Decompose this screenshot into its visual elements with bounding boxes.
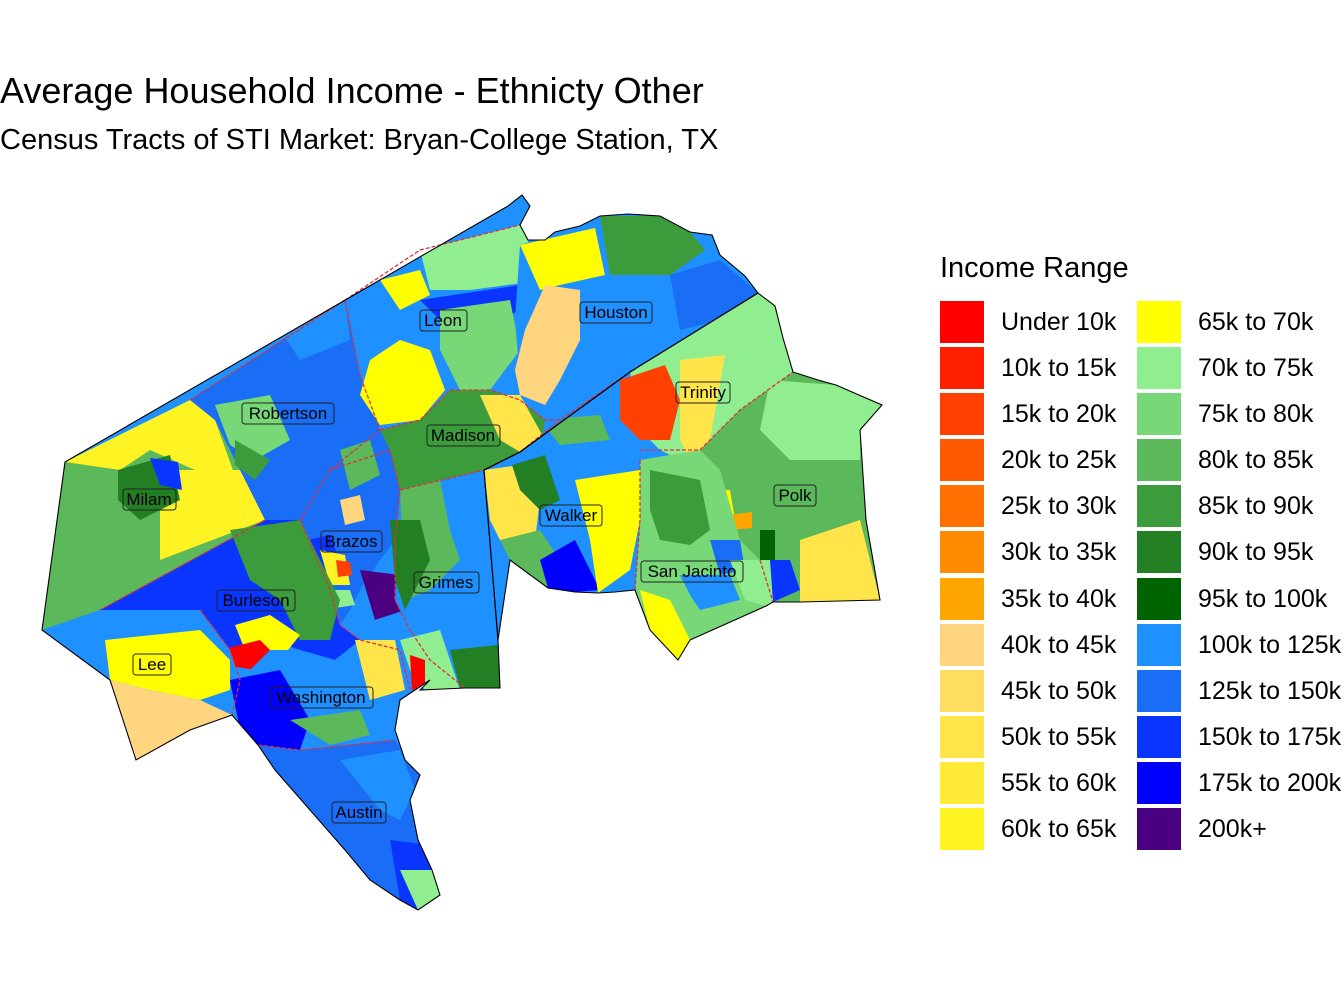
legend-label: 125k to 150k [1198,676,1342,705]
svg-text:Madison: Madison [431,426,495,445]
county-label-polk: Polk [773,484,817,507]
svg-text:Leon: Leon [424,311,462,330]
county-label-brazos: Brazos [320,530,383,553]
legend-label: 200k+ [1198,815,1267,844]
legend-swatch [1137,761,1181,804]
svg-text:Lee: Lee [138,655,166,674]
svg-text:Brazos: Brazos [325,532,378,551]
legend-swatch [940,577,984,620]
county-label-leon: Leon [419,309,468,332]
legend-title: Income Range [940,252,1129,284]
legend-swatch [940,761,984,804]
legend-label: 20k to 25k [1001,446,1117,475]
legend-swatch [940,393,984,436]
legend-label: 75k to 80k [1198,400,1314,429]
svg-text:Austin: Austin [335,803,382,822]
svg-text:Grimes: Grimes [419,573,474,592]
choropleth-map: Leon Houston Robertson Madison Trinity M… [41,194,883,911]
legend-swatch [1137,347,1181,390]
svg-text:Houston: Houston [584,303,647,322]
legend-label: 90k to 95k [1198,538,1314,567]
legend-label: 45k to 50k [1001,676,1117,705]
legend-swatch [1137,808,1181,851]
svg-text:Burleson: Burleson [222,591,289,610]
legend-swatch [940,347,984,390]
legend-label: 95k to 100k [1198,584,1328,613]
legend-swatch [940,715,984,758]
legend-swatch [1137,439,1181,482]
legend-label: 100k to 125k [1198,630,1342,659]
legend-label: 55k to 60k [1001,768,1117,797]
legend-swatch [940,669,984,712]
legend-label: 10k to 15k [1001,354,1117,383]
svg-text:Walker: Walker [545,506,598,525]
legend-label: 25k to 30k [1001,492,1117,521]
county-label-trinity: Trinity [675,381,731,404]
map-title: Average Household Income - Ethnicty Othe… [0,70,704,111]
county-label-burleson: Burleson [216,589,296,612]
legend-label: 175k to 200k [1198,768,1342,797]
legend-swatch [1137,669,1181,712]
legend-label: 40k to 45k [1001,630,1117,659]
county-label-walker: Walker [539,504,603,527]
svg-text:Washington: Washington [276,688,365,707]
county-label-houston: Houston [579,301,653,324]
county-label-milam: Milam [122,488,177,511]
svg-text:San Jacinto: San Jacinto [648,562,737,581]
legend-label: 80k to 85k [1198,446,1314,475]
svg-text:Milam: Milam [126,490,171,509]
legend-swatch [1137,715,1181,758]
legend-label: Under 10k [1001,308,1117,336]
legend-swatch [1137,623,1181,666]
svg-text:Polk: Polk [778,486,812,505]
county-label-san-jacinto: San Jacinto [640,560,744,583]
legend-label: 50k to 55k [1001,722,1117,751]
legend-swatch [1137,577,1181,620]
legend-swatch [1137,485,1181,528]
legend-label: 15k to 20k [1001,400,1117,429]
legend-swatch [940,531,984,574]
legend-swatch [1137,393,1181,436]
county-label-austin: Austin [331,801,387,824]
legend-label: 60k to 65k [1001,815,1117,844]
legend-swatch [940,623,984,666]
legend-label: 35k to 40k [1001,584,1117,613]
county-label-grimes: Grimes [413,571,480,594]
region-outline [41,194,883,911]
legend-swatch [940,301,984,343]
county-borders [99,224,794,751]
map-subtitle: Census Tracts of STI Market: Bryan-Colle… [0,124,719,156]
svg-text:Trinity: Trinity [680,383,726,402]
legend-swatch [940,808,984,851]
legend-swatch [940,439,984,482]
county-label-washington: Washington [269,686,374,709]
legend-label: 150k to 175k [1198,722,1342,751]
county-label-madison: Madison [426,424,501,447]
legend-swatch [1137,301,1181,343]
legend-swatch [940,485,984,528]
county-label-lee: Lee [132,653,172,676]
legend-label: 85k to 90k [1198,492,1314,521]
legend-label: 30k to 35k [1001,538,1117,567]
legend-swatch [1137,531,1181,574]
svg-text:Robertson: Robertson [249,404,327,423]
county-label-robertson: Robertson [241,402,335,425]
legend-label: 65k to 70k [1198,308,1314,336]
legend-label: 70k to 75k [1198,354,1314,383]
